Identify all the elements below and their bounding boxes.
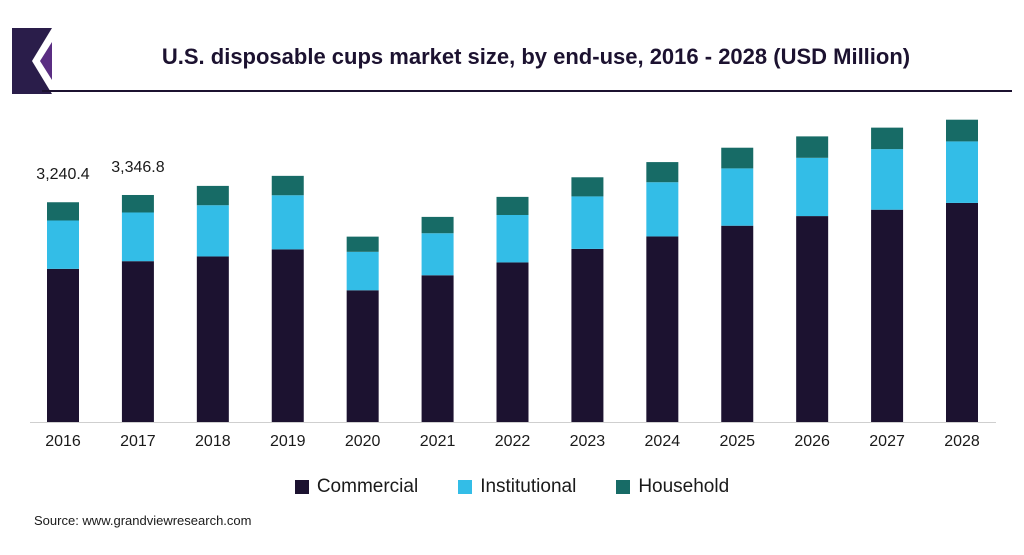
x-tick-label-2019: 2019 <box>270 433 306 450</box>
x-tick-label-2021: 2021 <box>420 433 456 450</box>
bar-commercial-2016 <box>47 268 79 422</box>
legend-item-household: Household <box>616 476 729 498</box>
x-tick-label-2020: 2020 <box>345 433 381 450</box>
bar-household-2021 <box>421 216 454 234</box>
data-label-2016: 3,240.4 <box>36 166 89 183</box>
bar-commercial-2027 <box>871 209 904 422</box>
bar-household-2017 <box>121 194 154 213</box>
bar-commercial-2017 <box>121 261 154 422</box>
x-tick-label-2026: 2026 <box>794 433 830 450</box>
grand-view-research-logo <box>12 28 52 94</box>
legend-item-commercial: Commercial <box>294 476 419 498</box>
bar-commercial-2020 <box>346 290 379 422</box>
bar-institutional-2026 <box>796 157 829 217</box>
chart-legend: Commercial Institutional Household <box>0 476 1024 498</box>
bar-institutional-2017 <box>121 212 154 262</box>
title-divider <box>42 90 1012 92</box>
bar-institutional-2020 <box>346 251 379 291</box>
chart-title: U.S. disposable cups market size, by end… <box>161 44 911 69</box>
bar-institutional-2018 <box>196 205 229 257</box>
legend-label-institutional: Institutional <box>480 476 577 497</box>
x-tick-label-2023: 2023 <box>570 433 606 450</box>
bar-institutional-2025 <box>721 168 754 226</box>
bar-commercial-2019 <box>271 249 304 422</box>
bar-commercial-2026 <box>796 216 829 422</box>
bar-commercial-2024 <box>646 236 679 422</box>
x-tick-label-2017: 2017 <box>120 433 156 450</box>
bar-household-2018 <box>196 185 229 206</box>
stacked-bar-chart: 2016 3,240.4 2017 3,346.8 2018 2019 2020 2021 20… <box>30 119 996 450</box>
bar-commercial-2025 <box>721 225 754 422</box>
bar-institutional-2028 <box>946 141 978 203</box>
bar-household-2022 <box>496 196 529 215</box>
x-tick-label-2027: 2027 <box>869 433 905 450</box>
x-tick-label-2024: 2024 <box>645 433 681 450</box>
bar-household-2023 <box>571 177 604 197</box>
bar-household-2028 <box>946 119 978 142</box>
bar-commercial-2022 <box>496 262 529 422</box>
x-tick-label-2018: 2018 <box>195 433 231 450</box>
bar-commercial-2023 <box>571 248 604 422</box>
bar-commercial-2028 <box>946 202 978 422</box>
bar-household-2020 <box>346 236 379 252</box>
bar-household-2024 <box>646 162 679 183</box>
bar-household-2016 <box>47 202 79 221</box>
bar-institutional-2023 <box>571 196 604 249</box>
x-tick-label-2016: 2016 <box>45 433 81 450</box>
bar-household-2025 <box>721 147 754 169</box>
x-tick-label-2022: 2022 <box>495 433 531 450</box>
legend-item-institutional: Institutional <box>458 476 576 498</box>
legend-swatch-household <box>616 480 631 494</box>
legend-swatch-institutional <box>458 480 473 494</box>
bar-household-2019 <box>271 175 304 196</box>
logo-chevron-accent <box>40 42 52 80</box>
bar-household-2027 <box>871 127 904 150</box>
bar-institutional-2022 <box>496 214 529 263</box>
x-tick-label-2028: 2028 <box>944 433 980 450</box>
bar-institutional-2024 <box>646 182 679 237</box>
bar-institutional-2016 <box>47 220 79 269</box>
data-label-2017: 3,346.8 <box>111 159 164 176</box>
legend-swatch-commercial <box>294 480 309 494</box>
x-tick-label-2025: 2025 <box>719 433 755 450</box>
bar-institutional-2021 <box>421 233 454 276</box>
bar-institutional-2027 <box>871 149 904 210</box>
bar-commercial-2018 <box>196 256 229 422</box>
legend-label-household: Household <box>638 476 730 497</box>
source-note: Source: www.grandviewresearch.com <box>34 513 252 528</box>
bar-commercial-2021 <box>421 275 454 422</box>
bar-institutional-2019 <box>271 195 304 250</box>
bar-household-2026 <box>796 136 829 158</box>
legend-label-commercial: Commercial <box>316 476 419 497</box>
